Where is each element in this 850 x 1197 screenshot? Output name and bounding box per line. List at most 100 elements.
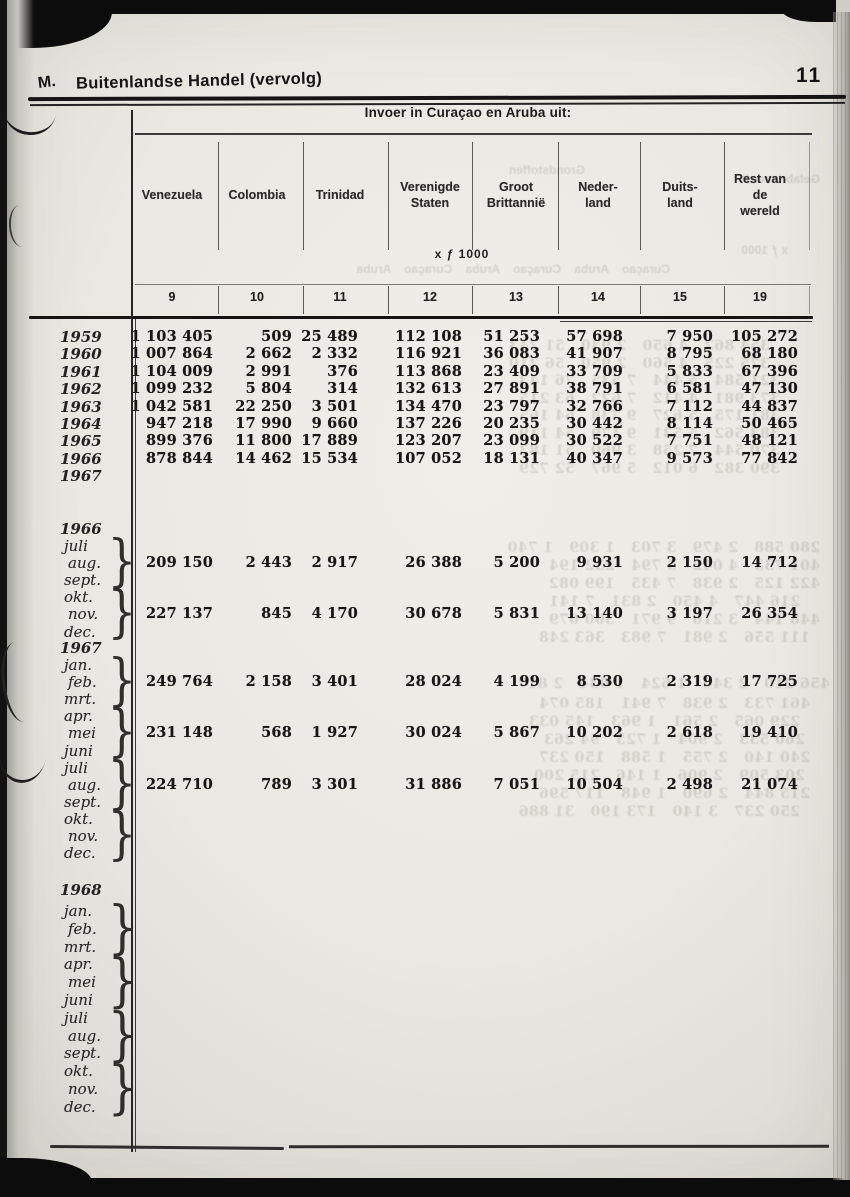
column-number-4: 12 xyxy=(423,290,437,304)
data-cell: 68 180 xyxy=(741,345,798,363)
data-cell: 47 130 xyxy=(741,380,798,398)
data-cell: 107 052 xyxy=(395,449,462,467)
column-number-top-rule xyxy=(135,284,811,285)
data-cell: 1 007 864 xyxy=(130,345,213,363)
data-cell: 57 698 xyxy=(566,328,623,345)
header-column-separator xyxy=(472,142,473,250)
quarter-brace-icon: } xyxy=(107,580,137,646)
data-cell: 3 197 xyxy=(666,605,713,623)
year-row-label: 1965 xyxy=(60,432,102,451)
month-label: sept. xyxy=(64,1044,101,1063)
data-cell: 8 114 xyxy=(666,415,713,432)
month-label: okt. xyxy=(64,809,93,828)
page-title: Buitenlandse Handel (vervolg) xyxy=(75,69,323,93)
section-label: M. xyxy=(36,72,57,93)
column-number-1: 9 xyxy=(168,290,176,304)
data-cell: 7 950 xyxy=(666,328,713,345)
page-edge-right xyxy=(833,12,850,1180)
year-label: 1967 xyxy=(60,639,102,657)
data-cell: 11 800 xyxy=(235,432,292,450)
bleedthrough-text: 240 140 2 755 1 588 150 237 xyxy=(538,750,810,766)
data-cell: 7 751 xyxy=(666,432,713,450)
data-cell: 50 465 xyxy=(741,415,798,432)
page-number: 11 xyxy=(796,64,823,87)
table-left-border xyxy=(131,110,133,1152)
data-cell: 2 332 xyxy=(311,345,358,363)
month-label: aug. xyxy=(68,1026,101,1045)
header-bottom-rule-thin xyxy=(560,321,812,322)
number-column-separator xyxy=(640,286,641,314)
quarter-brace-icon: } xyxy=(107,648,137,713)
column-number-8: 19 xyxy=(753,290,767,304)
bleedthrough-text: 250 237 3 140 173 190 31 886 xyxy=(518,804,800,820)
year-row-label: 1966 xyxy=(60,449,102,468)
data-cell: 4 170 xyxy=(311,605,358,623)
year-row-label: 1961 xyxy=(60,362,102,381)
month-label: mrt. xyxy=(64,690,97,709)
data-cell: 132 613 xyxy=(395,380,462,398)
data-cell: 224 710 xyxy=(146,775,213,793)
scan-edge-left xyxy=(0,0,7,1197)
bleedthrough-text: 422 125 2 938 7 435 199 082 xyxy=(548,576,820,592)
data-cell: 23 099 xyxy=(483,432,540,450)
data-cell: 9 660 xyxy=(311,415,358,432)
data-cell: 112 108 xyxy=(395,328,462,345)
data-cell: 134 470 xyxy=(395,397,462,415)
data-cell: 6 581 xyxy=(666,380,713,398)
month-label: nov. xyxy=(68,827,99,845)
data-cell: 9 573 xyxy=(666,449,713,467)
header-column-separator xyxy=(809,142,810,250)
table-title: Invoer in Curaçao en Aruba uit: xyxy=(364,105,572,120)
data-cell: 8 530 xyxy=(576,673,623,691)
column-header-3: Trinidad xyxy=(315,187,365,202)
data-cell: 40 347 xyxy=(566,449,623,467)
data-cell: 27 891 xyxy=(483,380,540,398)
column-header-8: Rest van de wereld xyxy=(733,171,787,219)
header-column-separator xyxy=(303,142,304,250)
data-cell: 9 931 xyxy=(576,554,623,572)
data-cell: 3 501 xyxy=(311,397,358,415)
data-cell: 376 xyxy=(327,362,358,380)
header-column-separator xyxy=(558,142,559,250)
data-cell: 2 917 xyxy=(311,554,358,572)
month-label: juni xyxy=(64,991,93,1009)
data-cell: 137 226 xyxy=(395,415,462,432)
data-cell: 2 319 xyxy=(666,673,713,691)
quarter-brace-icon: } xyxy=(107,893,138,961)
month-label: jan. xyxy=(64,902,93,920)
month-label: sept. xyxy=(64,792,101,811)
data-cell: 5 804 xyxy=(245,380,292,398)
data-cell: 2 991 xyxy=(245,362,292,380)
month-label: okt. xyxy=(64,1062,93,1081)
data-cell: 67 396 xyxy=(741,362,798,380)
data-cell: 8 795 xyxy=(666,345,713,363)
number-column-separator xyxy=(558,286,559,314)
bleedthrough-text: 111 556 2 981 7 983 363 248 xyxy=(538,630,810,646)
quarter-brace-icon: } xyxy=(107,999,138,1068)
month-label: feb. xyxy=(68,673,97,692)
data-cell: 2 618 xyxy=(666,724,713,742)
data-cell: 116 921 xyxy=(395,345,462,363)
data-cell: 789 xyxy=(261,775,292,793)
column-number-3: 11 xyxy=(333,290,347,304)
column-header-4: Verenigde Staten xyxy=(400,179,460,210)
data-cell: 845 xyxy=(261,605,292,623)
data-cell: 19 410 xyxy=(741,724,798,742)
data-cell: 23 797 xyxy=(483,397,540,415)
data-cell: 899 376 xyxy=(146,432,213,450)
month-label: dec. xyxy=(64,1097,96,1116)
month-label: juli xyxy=(64,1008,88,1027)
data-cell: 30 522 xyxy=(566,432,623,450)
data-cell: 1 104 009 xyxy=(130,362,213,380)
column-number-6: 14 xyxy=(591,290,605,304)
month-label: mei xyxy=(68,973,96,992)
header-column-separator xyxy=(218,142,219,250)
header-bottom-rule xyxy=(29,316,813,319)
quarter-brace-icon: } xyxy=(107,1053,138,1122)
bleedthrough-text: Curaçao Aruba Curaçao Aruba Curaçao Arub… xyxy=(356,262,670,276)
data-cell: 32 766 xyxy=(566,397,623,415)
data-cell: 227 137 xyxy=(146,605,213,623)
scan-edge-top-right xyxy=(782,0,836,22)
column-number-2: 10 xyxy=(250,290,264,304)
